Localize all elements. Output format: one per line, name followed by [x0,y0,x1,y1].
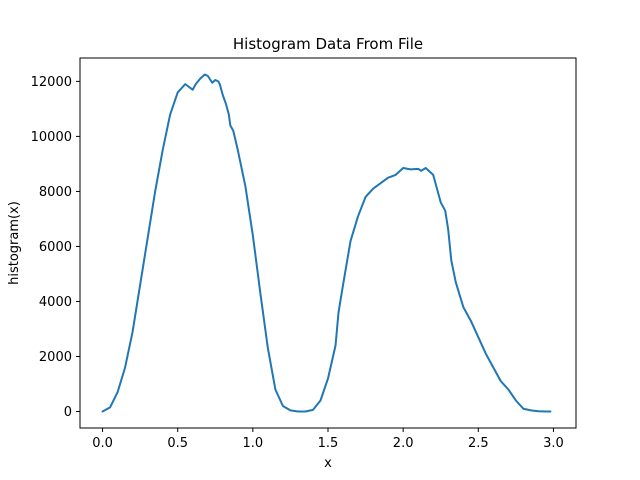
y-tick-label: 12000 [31,75,72,90]
y-tick-label: 6000 [39,240,72,255]
x-tick-label: 2.5 [468,436,489,451]
y-axis-label: histogram(x) [7,201,22,285]
y-tick-label: 0 [64,405,72,420]
x-tick-label: 2.0 [393,436,414,451]
x-axis-label: x [324,456,332,471]
x-tick-label: 0.5 [167,436,188,451]
x-tick-label: 1.0 [243,436,264,451]
x-tick-label: 0.0 [92,436,113,451]
x-axis: 0.0 0.5 1.0 1.5 2.0 2.5 3.0 [92,428,564,451]
y-tick-label: 4000 [39,295,72,310]
x-tick-label: 1.5 [318,436,339,451]
y-axis: 0 2000 4000 6000 8000 10000 12000 [31,75,80,420]
x-tick-label: 3.0 [543,436,564,451]
y-tick-label: 10000 [31,130,72,145]
series-line [101,73,552,413]
y-tick-label: 8000 [39,185,72,200]
y-tick-label: 2000 [39,350,72,365]
chart-title: Histogram Data From File [233,35,423,53]
